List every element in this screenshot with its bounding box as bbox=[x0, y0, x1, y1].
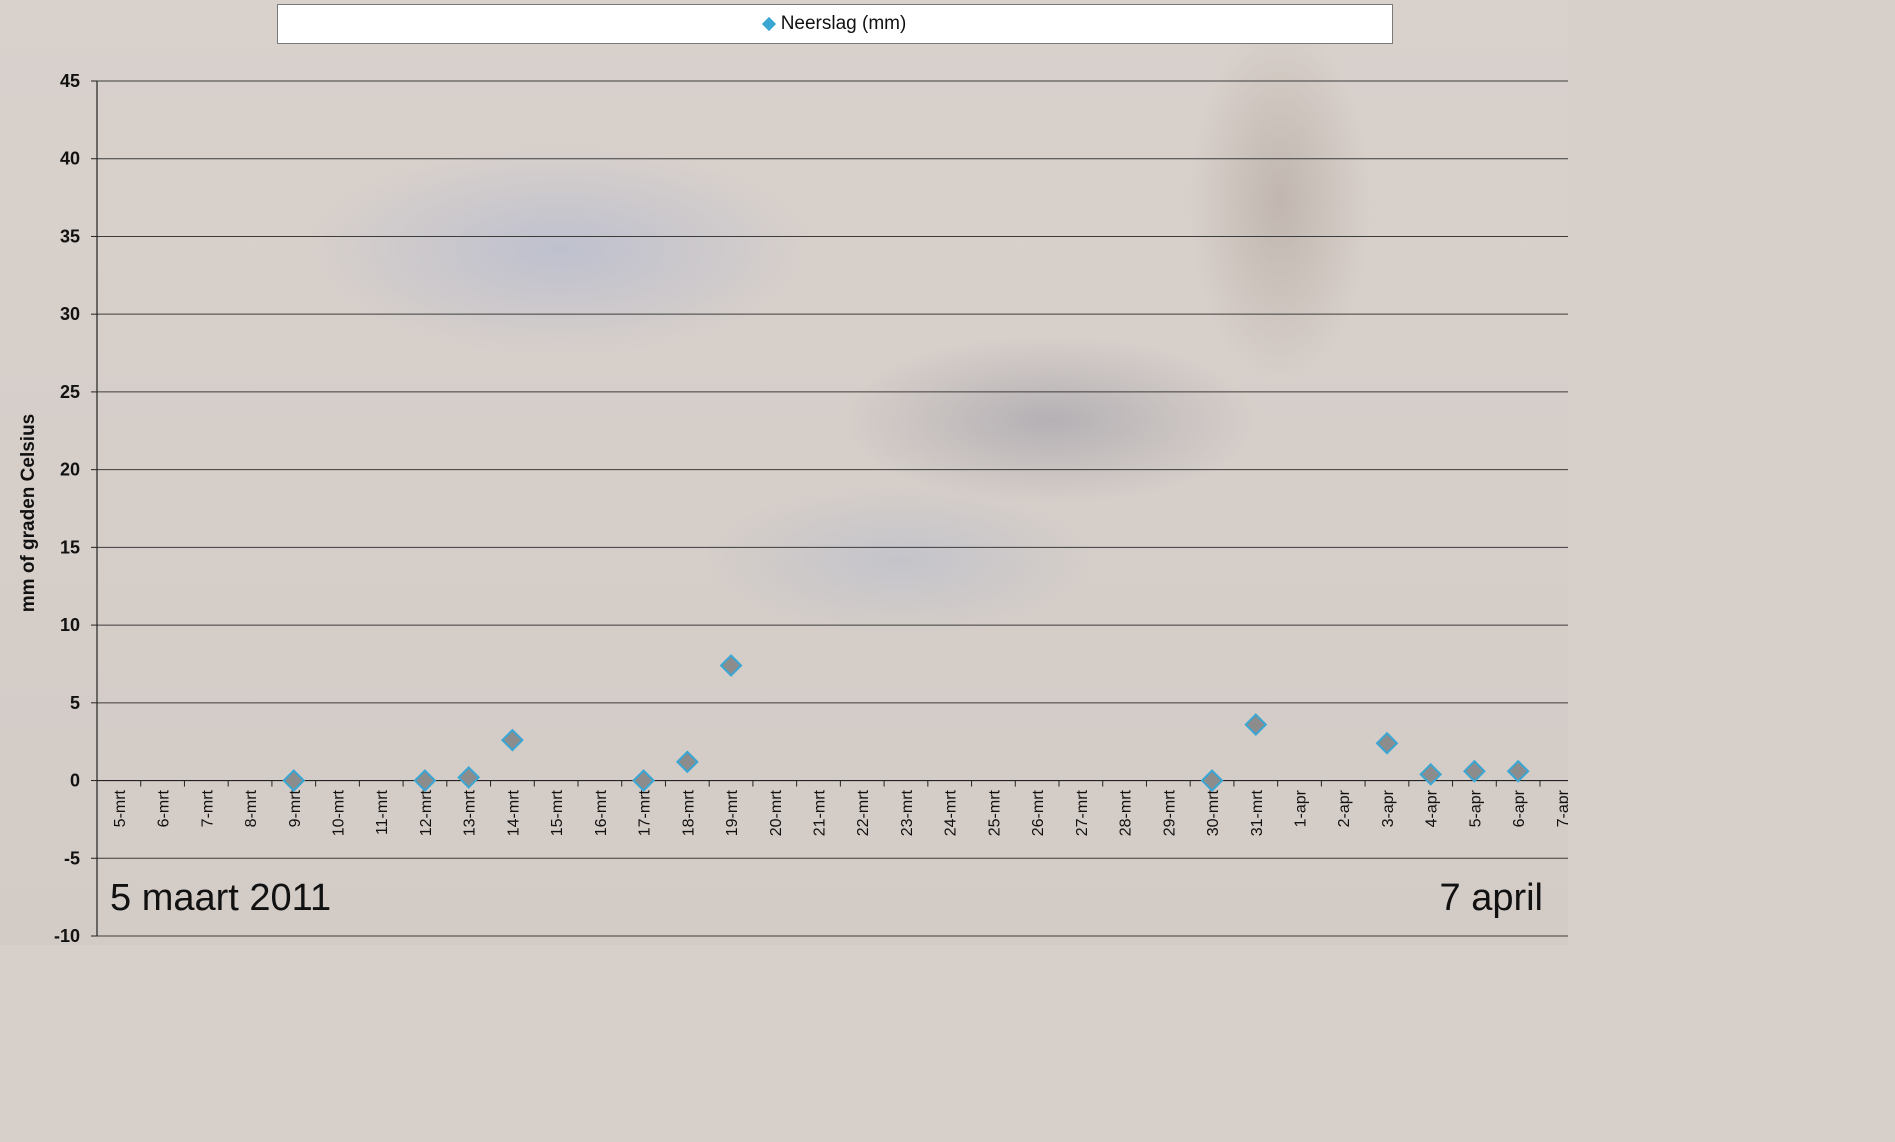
x-tick-label: 19-mrt bbox=[724, 789, 741, 836]
x-tick-label: 13-mrt bbox=[462, 789, 479, 836]
x-tick-label: 17-mrt bbox=[637, 789, 654, 836]
y-tick-label: 0 bbox=[70, 771, 80, 791]
x-tick-label: 2-apr bbox=[1336, 789, 1353, 827]
x-tick-label: 21-mrt bbox=[812, 789, 829, 836]
y-axis-label: mm of graden Celsius bbox=[18, 414, 39, 613]
data-points bbox=[282, 654, 1530, 792]
x-tick-label: 29-mrt bbox=[1161, 789, 1178, 836]
x-tick-label: 23-mrt bbox=[899, 789, 916, 836]
x-tick-label: 8-mrt bbox=[243, 789, 260, 827]
x-tick-label: 31-mrt bbox=[1249, 789, 1266, 836]
x-tick-label: 15-mrt bbox=[549, 789, 566, 836]
x-tick-label: 11-mrt bbox=[374, 789, 391, 835]
y-tick-label: 45 bbox=[60, 71, 80, 91]
x-tick-label: 3-apr bbox=[1380, 789, 1397, 827]
data-point bbox=[1200, 769, 1224, 792]
x-tick-label: 10-mrt bbox=[331, 789, 348, 836]
x-tick-label: 5-apr bbox=[1467, 789, 1484, 827]
x-tick-label: 7-mrt bbox=[199, 789, 216, 827]
x-tick-labels: 5-mrt 6-mrt 7-mrt 8-mrt 9-mrt 10-mrt 11-mrt 12-… bbox=[112, 789, 1568, 836]
y-tick-label: 20 bbox=[60, 460, 80, 480]
axes bbox=[91, 80, 1568, 937]
chart-plot: -10 -5 0 5 10 15 20 25 30 35 40 45 5-mrt 6-mrt 7-mrt 8… bbox=[18, 71, 1568, 945]
chart-legend: Neerslag (mm) bbox=[277, 4, 1393, 44]
y-tick-label: 5 bbox=[70, 693, 80, 713]
y-tick-label: -5 bbox=[64, 848, 80, 868]
x-tick-label: 1-apr bbox=[1293, 789, 1310, 827]
x-tick-label: 14-mrt bbox=[505, 789, 522, 836]
x-tick-label: 7-apr bbox=[1555, 789, 1568, 827]
data-point bbox=[632, 769, 656, 792]
x-tick-label: 12-mrt bbox=[418, 789, 435, 836]
y-tick-labels: -10 -5 0 5 10 15 20 25 30 35 40 45 bbox=[54, 71, 80, 945]
x-tick-label: 6-apr bbox=[1511, 789, 1528, 827]
end-date-annotation: 7 april bbox=[1440, 877, 1544, 919]
y-tick-label: 10 bbox=[60, 615, 80, 635]
x-tick-label: 18-mrt bbox=[680, 789, 697, 836]
legend-label: Neerslag (mm) bbox=[780, 13, 907, 34]
background-photo bbox=[0, 0, 1568, 945]
data-point bbox=[1419, 762, 1443, 786]
x-tick-label: 5-mrt bbox=[112, 789, 129, 827]
x-tick-label: 27-mrt bbox=[1074, 789, 1091, 836]
data-point bbox=[719, 654, 743, 677]
y-tick-label: 40 bbox=[60, 149, 80, 169]
x-tick-label: 6-mrt bbox=[156, 789, 173, 827]
y-tick-label: 35 bbox=[60, 226, 80, 246]
data-point bbox=[1506, 759, 1530, 783]
data-point bbox=[1244, 713, 1268, 736]
x-tick-label: 16-mrt bbox=[593, 789, 610, 836]
data-point bbox=[1375, 731, 1399, 755]
x-tick-label: 25-mrt bbox=[986, 789, 1003, 836]
y-tick-label: 25 bbox=[60, 382, 80, 402]
y-tick-label: -10 bbox=[54, 926, 80, 945]
y-tick-label: 15 bbox=[60, 537, 80, 557]
y-tick-label: 30 bbox=[60, 304, 80, 324]
start-date-annotation: 5 maart 2011 bbox=[110, 877, 331, 919]
data-point bbox=[675, 750, 699, 774]
data-point bbox=[457, 766, 481, 789]
x-tick-label: 20-mrt bbox=[768, 789, 785, 836]
data-point bbox=[282, 769, 306, 792]
x-tick-label: 4-apr bbox=[1424, 789, 1441, 827]
x-tick-label: 30-mrt bbox=[1205, 789, 1222, 836]
x-tick-label: 24-mrt bbox=[943, 789, 960, 836]
x-tick-label: 26-mrt bbox=[1030, 789, 1047, 836]
x-tick-label: 28-mrt bbox=[1118, 789, 1135, 836]
data-point bbox=[413, 769, 437, 792]
x-tick-label: 9-mrt bbox=[287, 789, 304, 827]
x-tick-label: 22-mrt bbox=[855, 789, 872, 836]
data-point bbox=[500, 728, 524, 752]
data-point bbox=[1463, 759, 1486, 783]
